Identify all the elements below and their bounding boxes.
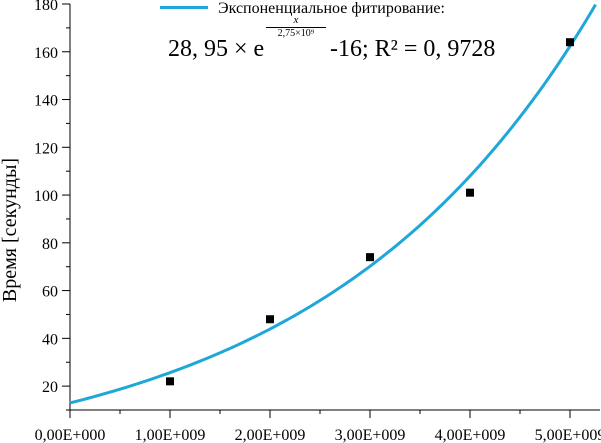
x-tick-label: 3,00E+009 — [335, 427, 406, 443]
formula-exponent: x 2,75×10⁹ — [266, 14, 326, 40]
x-tick-label: 0,00E+000 — [35, 427, 106, 443]
y-axis-label: Время [секунды] — [0, 158, 21, 302]
formula-tail: -16; R² = 0, 9728 — [330, 36, 496, 62]
chart-axes: 0,00E+000 1,00E+009 2,00E+009 3,00E+009 4,00… — [34, 0, 601, 443]
formula-exp-denominator: 2,75×10⁹ — [277, 28, 315, 39]
x-tick-label: 1,00E+009 — [135, 427, 206, 443]
data-point — [366, 253, 374, 262]
y-tick-label: 100 — [34, 188, 58, 205]
legend: Экспоненциальное фитирование: — [160, 0, 445, 17]
y-tick-label: 140 — [34, 93, 58, 110]
x-tick-label: 2,00E+009 — [235, 427, 306, 443]
chart-marks — [69, 3, 597, 405]
formula-exp-numerator: x — [266, 14, 326, 28]
x-tick-label: 5,00E+009 — [535, 427, 601, 443]
fit-formula: 28, 95 × e x 2,75×10⁹ -16; R² = 0, 9728 — [168, 14, 508, 74]
y-tick-label: 120 — [34, 140, 58, 157]
y-tick-label: 180 — [34, 0, 58, 14]
y-tick-label: 160 — [34, 45, 58, 62]
y-tick-label: 40 — [42, 331, 58, 348]
data-point — [466, 188, 474, 197]
legend-label: Экспоненциальное фитирование: — [218, 0, 445, 17]
fit-curve — [69, 3, 597, 405]
data-point — [566, 38, 574, 47]
formula-main: 28, 95 × e — [168, 36, 265, 62]
y-tick-label: 60 — [42, 284, 58, 301]
data-point — [266, 315, 274, 324]
y-tick-label: 20 — [42, 379, 58, 396]
data-point — [166, 377, 174, 386]
legend-swatch — [160, 5, 208, 9]
y-tick-label: 80 — [42, 236, 58, 253]
x-tick-label: 4,00E+009 — [435, 427, 506, 443]
